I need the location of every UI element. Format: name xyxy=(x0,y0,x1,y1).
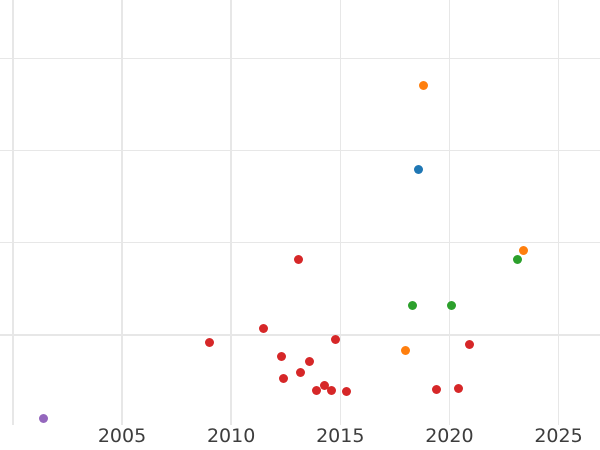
data-point-purple xyxy=(38,414,48,424)
x-tick-label: 2020 xyxy=(425,425,474,447)
data-point-orange xyxy=(418,80,428,90)
gridline-vertical xyxy=(557,0,560,425)
data-point-red xyxy=(311,385,321,395)
x-tick-label: 2015 xyxy=(316,425,365,447)
data-point-red xyxy=(204,337,214,347)
gridline-horizontal xyxy=(0,57,600,60)
x-tick-label: 2025 xyxy=(534,425,583,447)
data-point-red xyxy=(276,352,286,362)
data-point-red xyxy=(327,386,337,396)
gridline-vertical xyxy=(12,0,14,425)
data-point-red xyxy=(305,357,315,367)
x-tick-label: 2010 xyxy=(206,425,256,447)
x-tick-label: 2005 xyxy=(97,425,147,447)
data-point-red xyxy=(342,387,352,397)
data-point-red xyxy=(296,368,306,378)
data-point-red xyxy=(431,384,441,394)
data-point-red xyxy=(331,334,341,344)
data-point-red xyxy=(453,383,463,393)
gridline-horizontal xyxy=(0,149,600,152)
gridline-vertical xyxy=(339,0,341,425)
data-point-orange xyxy=(519,245,529,255)
data-point-blue xyxy=(414,164,424,174)
data-point-green xyxy=(447,300,457,310)
gridline-horizontal xyxy=(0,242,600,244)
gridline-vertical xyxy=(121,0,123,425)
data-point-red xyxy=(259,323,269,333)
gridline-vertical xyxy=(230,0,232,425)
data-point-red xyxy=(294,254,304,264)
gridline-horizontal xyxy=(0,334,600,336)
data-point-green xyxy=(407,300,417,310)
data-point-orange xyxy=(401,345,411,355)
data-point-red xyxy=(279,373,289,383)
gridline-vertical xyxy=(448,0,451,425)
data-point-red xyxy=(320,380,330,390)
data-point-red xyxy=(464,340,474,350)
data-point-green xyxy=(512,254,522,264)
